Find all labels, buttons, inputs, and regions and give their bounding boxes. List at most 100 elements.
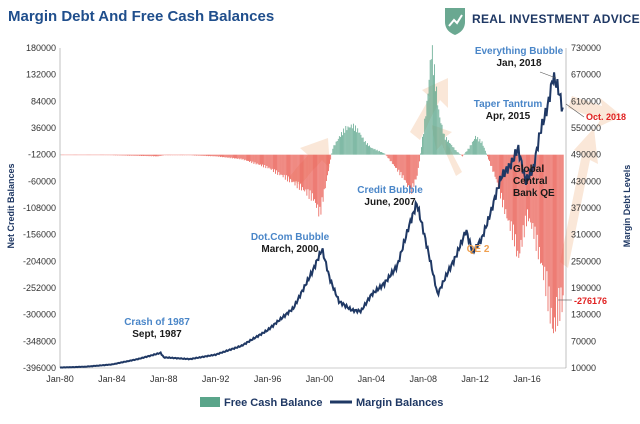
free-cash-bar [276,154,277,171]
free-cash-bar [461,154,462,156]
free-cash-bar [477,137,479,155]
free-cash-bar [103,154,105,156]
free-cash-bar [227,154,229,158]
free-cash-bar [554,154,555,318]
free-cash-bar [334,145,336,155]
free-cash-bar [62,154,63,156]
free-cash-bar [524,154,526,216]
free-cash-bar [296,154,298,189]
free-cash-bar [390,154,392,162]
y-left-tick-label: -12000 [28,150,56,160]
free-cash-bar [418,154,420,162]
free-cash-bar [253,154,255,164]
free-cash-bar [133,154,135,156]
free-cash-bar [115,154,116,156]
free-cash-bar [530,154,532,223]
free-cash-bar [275,154,276,174]
free-cash-bar [309,154,311,191]
free-cash-bar [87,154,88,156]
free-cash-bar [121,154,123,156]
free-cash-bar [493,154,495,172]
free-cash-bar [191,154,193,156]
free-cash-bar [381,152,382,155]
y-left-axis-title: Net Credit Balances [6,163,16,248]
x-tick-label: Jan-80 [46,374,74,384]
free-cash-bar [367,143,368,155]
y-right-axis-title: Margin Debt Levels [622,165,632,248]
free-cash-bar [257,154,259,165]
free-cash-bar [157,154,159,157]
y-right-tick-label: 250000 [571,256,601,266]
free-cash-bar [507,154,509,221]
free-cash-bar [529,154,530,219]
free-cash-bar [245,154,247,161]
free-cash-bar [167,154,168,156]
free-cash-bar [439,117,441,155]
free-cash-bar [111,154,113,156]
free-cash-bar [550,154,552,308]
chart-title: Margin Debt And Free Cash Balances [8,8,274,25]
free-cash-bar [80,154,82,156]
free-cash-bar [182,154,183,156]
free-cash-bar [344,132,346,155]
free-cash-bar [159,154,161,156]
free-cash-bar [94,154,96,156]
free-cash-bar [211,154,213,157]
free-cash-bar [271,154,273,169]
free-cash-bar [416,154,418,176]
free-cash-bar [370,147,372,155]
free-cash-bar [449,143,450,155]
free-cash-bar [117,154,119,156]
free-cash-bar [328,154,329,172]
free-cash-bar [142,154,143,156]
free-cash-bar [207,154,208,156]
free-cash-bar [294,154,296,186]
free-cash-bar [79,154,81,156]
y-right-tick-label: 130000 [571,310,601,320]
y-left-tick-label: 36000 [31,123,56,133]
free-cash-bar [411,154,413,194]
free-cash-bar [469,145,471,155]
free-cash-bar [533,154,535,239]
free-cash-bar [269,154,271,169]
free-cash-bar [129,154,130,156]
free-cash-bar [325,154,327,182]
free-cash-bar [288,154,289,177]
free-cash-bar [85,154,87,156]
brand-logo: REAL INVESTMENT ADVICE [445,8,640,35]
free-cash-bar [186,154,188,156]
free-cash-bar [495,154,497,180]
free-cash-bar [430,59,432,155]
free-cash-bar [376,149,378,155]
margin-line-layer [59,72,564,369]
free-cash-bar [88,154,89,156]
free-cash-bar [501,154,502,193]
free-cash-bar [149,154,151,156]
free-cash-bar [320,154,322,215]
free-cash-bar [274,154,275,170]
free-cash-bar [241,154,243,160]
free-cash-bar [109,154,111,156]
free-cash-bar [465,151,467,155]
free-cash-bar [521,154,523,247]
free-cash-bar [466,151,468,155]
free-cash-bar [421,147,422,155]
y-right-tick-label: 490000 [571,150,601,160]
free-cash-bar [526,154,527,227]
free-cash-bar [251,154,253,164]
free-cash-bar [290,154,292,179]
free-cash-bar [284,154,286,180]
free-cash-bar [217,154,219,157]
free-cash-bar [97,154,99,156]
free-cash-bar [348,127,350,155]
free-cash-bar [316,154,317,208]
free-cash-bar [238,154,240,159]
free-cash-bar [110,154,112,156]
free-cash-bar [330,154,332,160]
free-cash-bar [93,154,95,156]
free-cash-bar [338,136,340,155]
x-tick-label: Jan-00 [306,374,334,384]
free-cash-bar [114,154,115,156]
free-cash-bar [210,154,212,157]
